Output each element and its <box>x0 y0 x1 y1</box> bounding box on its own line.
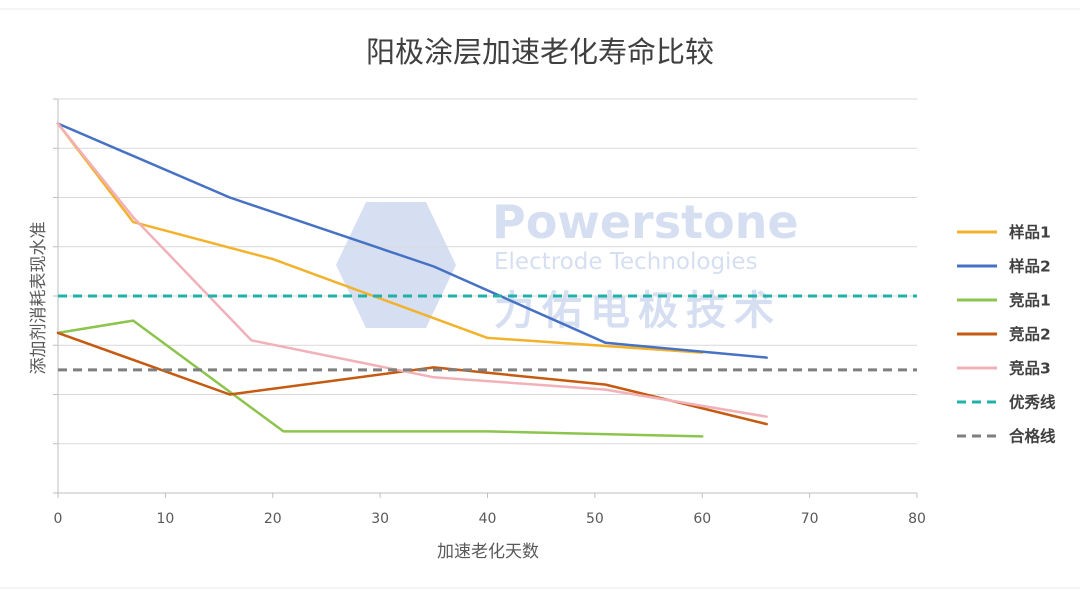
x-tick-label: 20 <box>264 511 282 527</box>
y-axis-label: 添加剂消耗表现水准 <box>29 222 49 375</box>
series-line <box>56 319 704 438</box>
legend-item: 竞品1 <box>957 291 1051 310</box>
legend-label: 优秀线 <box>1009 393 1056 412</box>
x-tick-label: 30 <box>371 511 389 527</box>
legend-label: 竞品1 <box>1009 291 1051 310</box>
series-lines <box>56 122 917 438</box>
legend-label: 竞品2 <box>1009 325 1051 344</box>
legend-item: 竞品2 <box>957 325 1051 344</box>
x-tick-label: 50 <box>586 511 604 527</box>
x-tick-labels: 0 10 20 30 40 50 60 70 80 <box>54 511 926 527</box>
x-axis-label: 加速老化天数 <box>437 542 539 562</box>
chart-title: 阳极涂层加速老化寿命比较 <box>366 35 714 69</box>
watermark-brand: Powerstone <box>492 195 799 249</box>
series-line <box>56 122 704 354</box>
legend-item: 样品2 <box>957 257 1051 276</box>
legend-label: 样品2 <box>1009 257 1051 276</box>
legend-label: 样品1 <box>1009 223 1051 242</box>
watermark-logo: Powerstone Electrode Technologies 力佑电极技术 <box>336 195 799 334</box>
watermark-subtitle: Electrode Technologies <box>494 249 758 275</box>
legend-item: 样品1 <box>957 223 1051 242</box>
legend-label: 合格线 <box>1009 427 1056 446</box>
x-tick-label: 0 <box>54 511 63 527</box>
legend-item: 竞品3 <box>957 359 1051 378</box>
x-tick-label: 80 <box>908 511 926 527</box>
legend-item: 优秀线 <box>957 393 1056 412</box>
x-tick-label: 10 <box>156 511 174 527</box>
x-tick-label: 60 <box>693 511 711 527</box>
x-tick-label: 40 <box>479 511 497 527</box>
series-line <box>56 122 768 418</box>
legend-item: 合格线 <box>957 427 1056 446</box>
x-tick-label: 70 <box>801 511 819 527</box>
legend-label: 竞品3 <box>1009 359 1051 378</box>
series-line <box>56 122 768 359</box>
